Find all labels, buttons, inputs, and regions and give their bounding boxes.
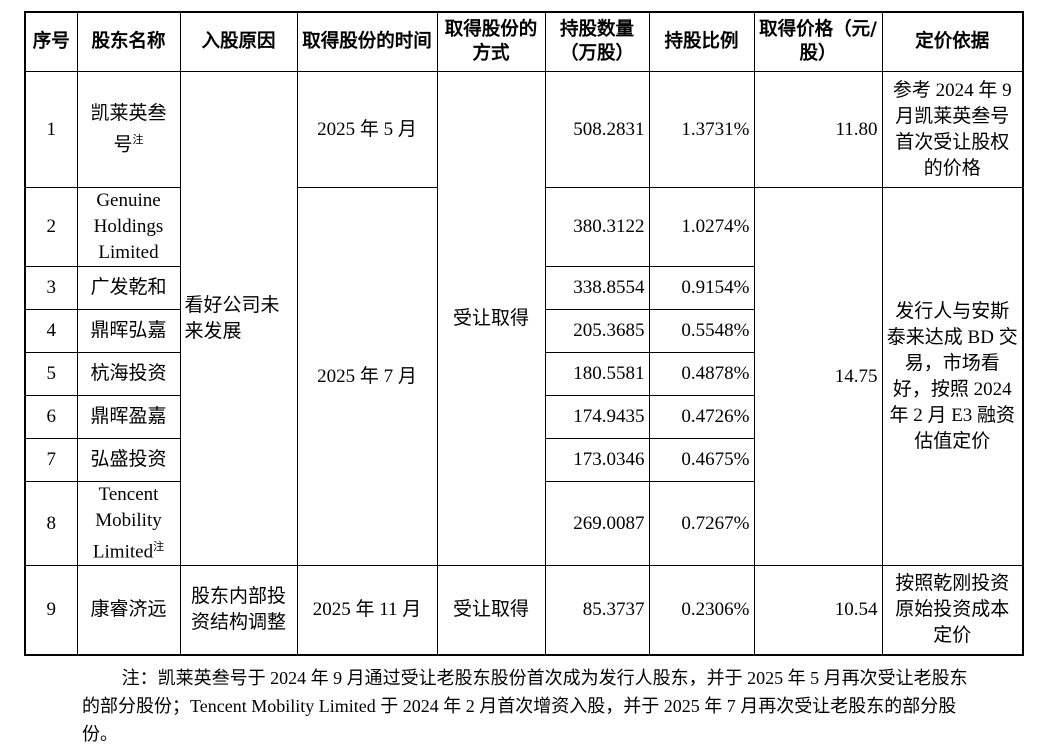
share-count: 173.0346 bbox=[544, 438, 650, 482]
table-row: 9 康睿济远 股东内部投资结构调整 2025 年 11 月受让取得 85.3737 0.2… bbox=[24, 565, 1024, 656]
share-ratio: 0.4675% bbox=[648, 438, 755, 482]
share-count: 508.2831 bbox=[544, 71, 650, 188]
row-number: 8 bbox=[24, 480, 78, 567]
header-cell: 入股原因 bbox=[179, 11, 298, 72]
pricing-basis: 按照乾刚投资原始投资成本定价 bbox=[881, 565, 1024, 656]
table-body: 1 凯莱英叁号注 看好公司未来发展 2025 年 5 月受让取得 508.2831 1.3… bbox=[24, 70, 1024, 656]
name-text: 广发乾和 bbox=[90, 277, 167, 298]
entry-reason: 看好公司未来发展 bbox=[179, 70, 298, 567]
shareholder-table: 序号 股东名称 入股原因 取得股份的时间 取得股份的方式 持股数量（万股） 持股比例 取得价格… bbox=[24, 11, 1024, 656]
share-ratio: 1.0274% bbox=[648, 187, 755, 267]
header-cell: 持股比例 bbox=[648, 11, 755, 72]
price: 14.75 bbox=[753, 186, 883, 567]
table-row: 2 Genuine Holdings Limited 2025 年 7 月 380.3… bbox=[24, 186, 1024, 567]
row-number: 6 bbox=[24, 395, 78, 439]
share-ratio: 0.7267% bbox=[648, 480, 755, 567]
table-row: 8 Tencent Mobility Limited注 269.0087 0.7267… bbox=[24, 480, 1023, 567]
row-number: 9 bbox=[24, 565, 78, 656]
acquire-time: 2025 年 11 月 bbox=[296, 565, 438, 656]
shareholder-name: 杭海投资 bbox=[76, 352, 181, 396]
share-ratio: 0.4726% bbox=[648, 395, 755, 439]
pricing-basis: 发行人与安斯泰来达成 BD 交易，市场看好，按照 2024 年 2 月 E3 融… bbox=[881, 186, 1024, 567]
row-number: 5 bbox=[24, 352, 78, 396]
shareholder-name: 凯莱英叁号注 bbox=[76, 71, 181, 188]
share-count: 338.8554 bbox=[544, 266, 650, 310]
share-count: 180.5581 bbox=[544, 352, 650, 396]
note-mark: 注 bbox=[132, 133, 144, 146]
share-count: 174.9435 bbox=[544, 395, 650, 439]
document: 序号 股东名称 入股原因 取得股份的时间 取得股份的方式 持股数量（万股） 持股比例 取得价格… bbox=[24, 11, 1024, 748]
row-number: 2 bbox=[24, 187, 78, 267]
share-count: 380.3122 bbox=[544, 187, 650, 267]
name-text: 弘盛投资 bbox=[90, 449, 167, 470]
header-cell: 取得股份的方式 bbox=[436, 11, 546, 72]
acquire-method: 受让取得 bbox=[436, 70, 546, 567]
acquire-method: 受让取得 bbox=[436, 565, 546, 656]
share-ratio: 0.9154% bbox=[648, 266, 755, 310]
share-ratio: 0.4878% bbox=[648, 352, 755, 396]
shareholder-name: Tencent Mobility Limited注 bbox=[76, 480, 181, 567]
row-number: 3 bbox=[24, 266, 78, 310]
name-text: Genuine Holdings Limited bbox=[93, 190, 164, 263]
shareholder-name: Genuine Holdings Limited bbox=[76, 187, 181, 267]
price: 10.54 bbox=[753, 565, 883, 656]
name-text: 凯莱英叁号 bbox=[90, 102, 167, 156]
table-row: 1 凯莱英叁号注 看好公司未来发展 2025 年 5 月受让取得 508.2831 1.3… bbox=[24, 70, 1024, 567]
shareholder-name: 广发乾和 bbox=[76, 266, 181, 310]
table-row: 4 鼎晖弘嘉 205.3685 0.5548% bbox=[24, 309, 1023, 353]
share-count: 205.3685 bbox=[544, 309, 650, 353]
header-cell: 取得股份的时间 bbox=[296, 11, 438, 72]
table-row: 3 广发乾和 338.8554 0.9154% bbox=[24, 266, 1023, 310]
price: 11.80 bbox=[753, 71, 883, 188]
row-number: 7 bbox=[24, 438, 78, 482]
share-count: 85.3737 bbox=[544, 565, 650, 656]
name-text: 鼎晖弘嘉 bbox=[90, 320, 167, 341]
header-cell: 定价依据 bbox=[881, 11, 1024, 72]
share-ratio: 0.5548% bbox=[648, 309, 755, 353]
header-row: 序号 股东名称 入股原因 取得股份的时间 取得股份的方式 持股数量（万股） 持股比例 取得价格… bbox=[24, 11, 1024, 72]
acquire-time: 2025 年 5 月 bbox=[296, 71, 438, 188]
name-text: 杭海投资 bbox=[90, 363, 167, 384]
footnote: 注：凯莱英叁号于 2024 年 9 月通过受让老股东股份首次成为发行人股东，并于… bbox=[82, 667, 968, 744]
shareholder-name: 鼎晖盈嘉 bbox=[76, 395, 181, 439]
share-ratio: 0.2306% bbox=[648, 565, 755, 656]
entry-reason: 股东内部投资结构调整 bbox=[179, 565, 298, 656]
pricing-basis: 参考 2024 年 9 月凯莱英叁号首次受让股权的价格 bbox=[881, 71, 1024, 188]
header-cell: 持股数量（万股） bbox=[544, 11, 650, 72]
row-number: 4 bbox=[24, 309, 78, 353]
name-text: Tencent Mobility Limited bbox=[92, 484, 162, 563]
note-mark: 注 bbox=[153, 541, 165, 553]
shareholder-name: 康睿济远 bbox=[76, 565, 181, 656]
header-cell: 股东名称 bbox=[76, 11, 181, 72]
name-text: 鼎晖盈嘉 bbox=[90, 406, 167, 427]
share-count: 269.0087 bbox=[544, 480, 650, 567]
row-number: 1 bbox=[24, 71, 78, 188]
header-cell: 序号 bbox=[24, 11, 78, 72]
share-ratio: 1.3731% bbox=[648, 71, 755, 188]
header-cell: 取得价格（元/股） bbox=[753, 11, 883, 72]
acquire-time: 2025 年 7 月 bbox=[296, 186, 438, 567]
shareholder-name: 弘盛投资 bbox=[76, 438, 181, 482]
name-text: 康睿济远 bbox=[90, 599, 167, 621]
shareholder-name: 鼎晖弘嘉 bbox=[76, 309, 181, 353]
